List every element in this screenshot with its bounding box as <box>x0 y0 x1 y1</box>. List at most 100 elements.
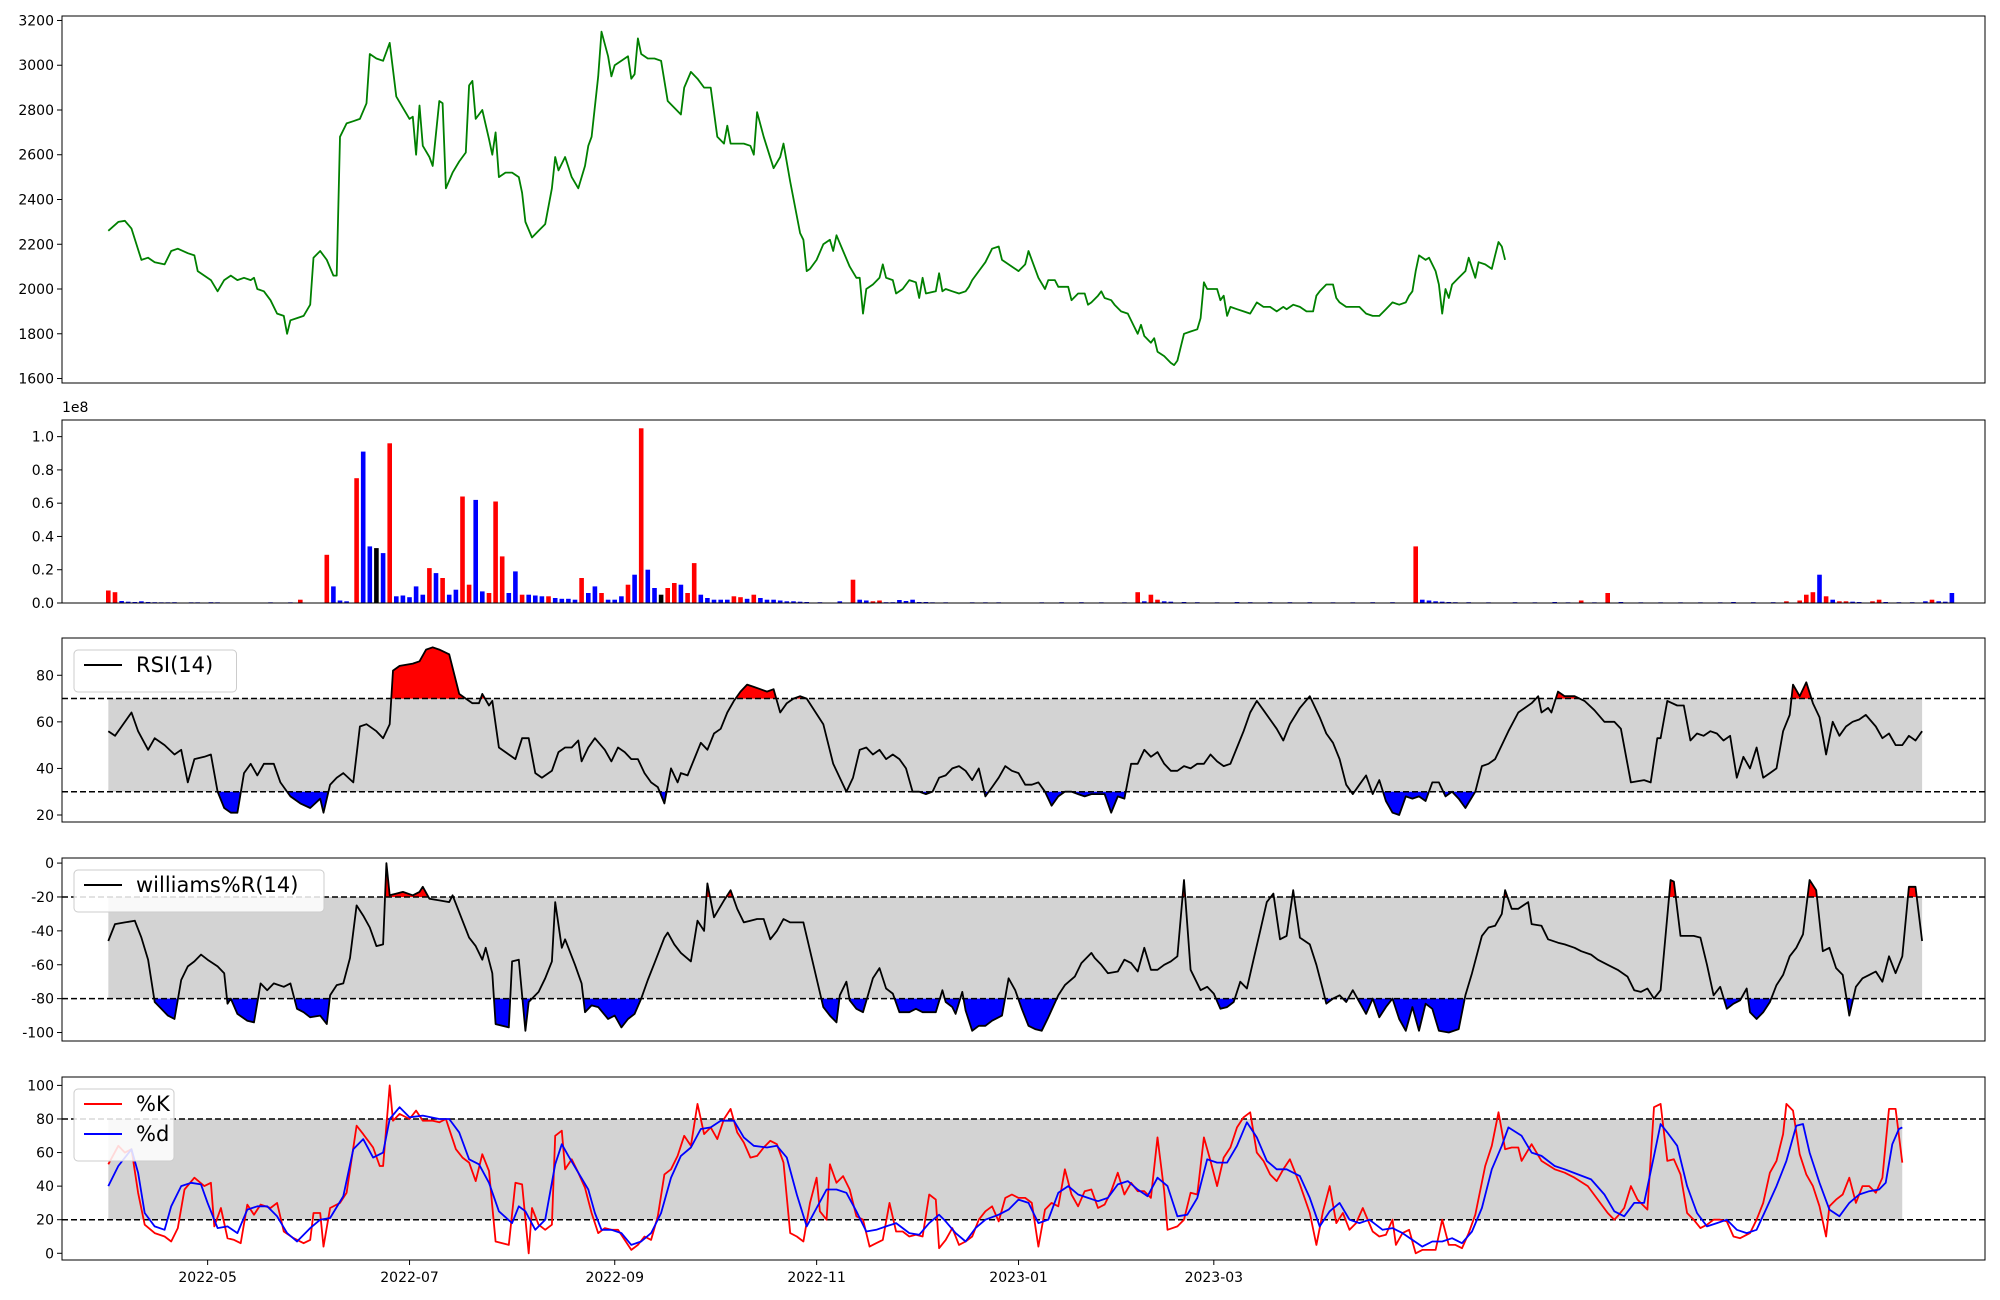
volume-ytick-label: 1.0 <box>32 430 54 446</box>
volume-bar <box>466 584 472 603</box>
volume-bar <box>572 599 578 603</box>
volume-bar <box>870 601 876 603</box>
price-axes: 1600 1800 2000 2200 2400 2600 2800 3000 3200 <box>18 13 62 388</box>
volume-bar <box>1433 601 1438 603</box>
williams-ytick-label: -20 <box>31 890 54 906</box>
price-ytick-label: 1800 <box>18 327 54 343</box>
volume-bar <box>533 595 538 603</box>
volume-bar <box>771 599 776 603</box>
volume-bar <box>298 599 303 603</box>
volume-bar <box>344 601 349 603</box>
stochastic-frame <box>61 1076 1986 1261</box>
volume-bar <box>519 594 525 603</box>
volume-bar <box>665 588 670 603</box>
price-line <box>107 30 1506 367</box>
williams-oversold-fill <box>1748 998 1772 1019</box>
volume-bar <box>413 586 419 603</box>
volume-bar <box>1876 599 1882 603</box>
williams-oversold-fill <box>963 998 1005 1031</box>
volume-bar <box>331 586 336 603</box>
rsi-ytick-label: 80 <box>36 668 54 684</box>
stochastic-ytick-label: 80 <box>36 1112 54 1128</box>
volume-bar <box>1850 601 1855 603</box>
volume-bar <box>711 599 717 603</box>
volume-bar <box>559 598 565 603</box>
volume-bar <box>864 600 869 603</box>
volume-bar <box>652 588 657 603</box>
williams-oversold-fill <box>1216 998 1235 1009</box>
volume-bar <box>1923 601 1928 603</box>
volume-axes: 0.0 0.2 0.4 0.6 0.8 1.0 <box>32 430 62 612</box>
price-ytick-label: 2800 <box>18 103 54 119</box>
volume-bar <box>725 599 730 603</box>
volume-bar <box>1949 593 1955 603</box>
volume-bar <box>691 563 697 603</box>
volume-bar <box>605 599 611 603</box>
rsi-overbought-fill <box>1791 682 1812 699</box>
stochastic-legend-label: %d <box>136 1122 169 1146</box>
volume-ytick-label: 0.0 <box>32 596 54 612</box>
volume-bar <box>546 596 551 603</box>
williams-oversold-fill <box>1357 998 1373 1014</box>
williams-oversold-fill <box>849 998 867 1013</box>
price-ytick-label: 1600 <box>18 372 54 388</box>
volume-bar <box>903 601 909 603</box>
price-ytick-label: 2600 <box>18 148 54 164</box>
rsi-axes: 20 40 60 80 <box>36 668 62 824</box>
volume-bar <box>850 579 856 603</box>
volume-bar <box>1837 601 1842 603</box>
price-ytick-label: 2200 <box>18 237 54 253</box>
volume-bar <box>685 593 690 603</box>
volume-bar <box>433 573 439 603</box>
williams-oversold-fill <box>230 998 258 1023</box>
volume-bar <box>106 590 111 603</box>
volume-bar <box>506 593 512 603</box>
volume-bar <box>1830 599 1835 603</box>
volume-bar <box>337 600 343 603</box>
volume-bar <box>1605 593 1610 603</box>
williams-legend: williams%R(14) <box>73 869 325 913</box>
stochastic-ytick-label: 100 <box>27 1078 54 1094</box>
williams-ytick-label: 0 <box>45 856 54 872</box>
price-ytick-label: 2400 <box>18 193 54 209</box>
volume-bar <box>784 601 790 603</box>
stochastic-legend-box <box>73 1088 175 1162</box>
volume-bar <box>539 596 545 603</box>
volume-bar <box>125 601 131 603</box>
volume-bar <box>324 554 330 603</box>
volume-bar <box>427 568 432 603</box>
williams-band <box>108 896 1923 999</box>
rsi-overbought-fill <box>735 684 777 699</box>
volume-bar <box>1810 592 1816 603</box>
stochastic-band <box>108 1118 1903 1220</box>
volume-bar <box>1148 594 1154 603</box>
price-ytick-label: 3000 <box>18 58 54 74</box>
volume-bar <box>1823 596 1829 603</box>
volume-bar <box>493 501 498 603</box>
volume-offset-label: 1e8 <box>62 400 88 416</box>
volume-bar <box>1426 600 1432 603</box>
volume-bar <box>374 548 379 603</box>
volume-bar <box>1135 592 1140 603</box>
williams-oversold-fill <box>821 998 840 1023</box>
volume-bar <box>731 596 737 603</box>
rsi-oversold-fill <box>217 791 241 813</box>
williams-legend-label: williams%R(14) <box>136 873 298 897</box>
volume-bar <box>1943 601 1948 603</box>
williams-ytick-label: -40 <box>31 924 54 940</box>
williams-frame <box>61 857 1986 1042</box>
volume-bar <box>910 599 915 603</box>
volume-bar <box>658 594 664 603</box>
volume-bar <box>566 598 571 603</box>
volume-bar <box>672 583 677 603</box>
volume-bar <box>1936 601 1941 603</box>
rsi-oversold-fill <box>1383 791 1429 815</box>
volume-bar <box>380 553 386 603</box>
volume-bar <box>857 599 862 603</box>
rsi-frame <box>61 637 1986 823</box>
williams-oversold-fill <box>493 998 511 1028</box>
volume-bar <box>764 599 770 603</box>
x-tick-label: 2023-01 <box>989 1270 1048 1286</box>
volume-bar <box>791 601 796 603</box>
williams-oversold-fill <box>1392 998 1465 1033</box>
